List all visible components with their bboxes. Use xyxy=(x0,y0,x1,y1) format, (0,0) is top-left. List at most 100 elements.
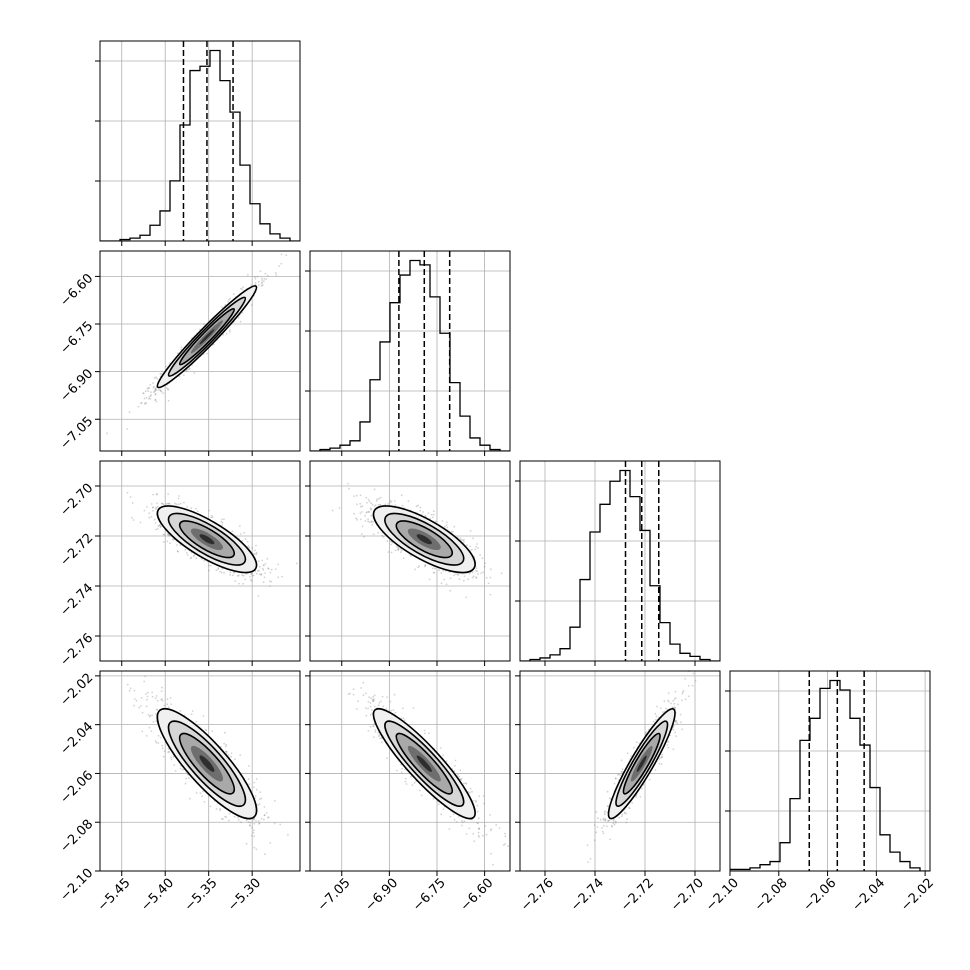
density-shade xyxy=(416,534,432,545)
scatter-point xyxy=(166,540,169,543)
scatter-point xyxy=(161,699,164,702)
scatter-point xyxy=(250,580,253,582)
scatter-point xyxy=(189,557,192,560)
scatter-point xyxy=(195,557,198,559)
scatter-point xyxy=(238,525,241,527)
scatter-point xyxy=(239,754,242,756)
panel-2-2 xyxy=(515,460,721,666)
y-tick-label: −6.60 xyxy=(58,271,97,310)
scatter-point xyxy=(481,557,484,560)
contour-line xyxy=(384,512,465,566)
scatter-point xyxy=(397,548,400,550)
scatter-point xyxy=(280,253,283,256)
scatter-point xyxy=(252,819,255,821)
scatter-point xyxy=(424,564,427,567)
scatter-point xyxy=(238,582,241,585)
scatter-point xyxy=(256,275,259,278)
scatter-point xyxy=(258,569,260,572)
scatter-point xyxy=(468,572,471,575)
scatter-point xyxy=(475,577,478,579)
scatter-point xyxy=(370,520,373,523)
scatter-point xyxy=(159,389,162,392)
scatter-point xyxy=(242,286,245,289)
scatter-point xyxy=(155,400,158,403)
scatter-point xyxy=(465,596,468,599)
contour-line xyxy=(156,505,258,574)
scatter-point xyxy=(160,373,163,375)
panel-content xyxy=(100,461,300,661)
scatter-point xyxy=(253,553,256,555)
scatter-point xyxy=(410,555,412,557)
scatter-point xyxy=(263,576,266,579)
scatter-point xyxy=(149,714,152,717)
scatter-point xyxy=(154,522,157,524)
scatter-point xyxy=(239,320,242,323)
scatter-point xyxy=(267,567,270,570)
scatter-point xyxy=(188,367,191,369)
scatter-point xyxy=(153,518,156,521)
scatter-point xyxy=(442,569,445,572)
scatter-point xyxy=(261,282,263,285)
scatter-point xyxy=(365,511,368,514)
scatter-point xyxy=(190,713,193,715)
scatter-point xyxy=(359,494,362,497)
scatter-point xyxy=(166,698,169,700)
scatter-point xyxy=(232,574,234,577)
scatter-point xyxy=(368,521,371,523)
scatter-point xyxy=(433,571,436,574)
scatter-point xyxy=(419,506,422,509)
scatter-point xyxy=(161,502,163,505)
scatter-point xyxy=(270,568,273,571)
scatter-point xyxy=(440,582,443,585)
scatter-point xyxy=(446,526,449,529)
scatter-point xyxy=(258,822,261,825)
scatter-point xyxy=(166,703,169,706)
panel-frame xyxy=(309,250,511,452)
scatter-point xyxy=(159,736,162,739)
scatter-point xyxy=(155,695,158,697)
scatter-point xyxy=(265,812,268,814)
scatter-point xyxy=(206,352,209,355)
scatter-point xyxy=(401,504,404,507)
scatter-point xyxy=(167,399,170,402)
density-shade xyxy=(199,329,215,345)
scatter-point xyxy=(469,530,472,532)
scatter-point xyxy=(133,689,136,692)
scatter-point xyxy=(144,390,147,393)
scatter-point xyxy=(156,708,158,711)
scatter-point xyxy=(237,316,240,319)
scatter-point xyxy=(141,730,144,733)
scatter-point xyxy=(407,500,410,503)
scatter-point xyxy=(176,352,179,354)
scatter-point xyxy=(262,581,265,584)
scatter-point xyxy=(434,520,437,523)
scatter-point xyxy=(177,550,180,553)
scatter-point xyxy=(370,508,373,510)
scatter-point xyxy=(453,525,456,528)
scatter-point xyxy=(129,687,132,690)
scatter-point xyxy=(376,498,378,501)
scatter-point xyxy=(148,396,151,398)
scatter-point xyxy=(414,568,416,571)
scatter-point xyxy=(482,571,485,574)
scatter-point xyxy=(355,517,357,520)
scatter-point xyxy=(180,346,183,349)
scatter-point xyxy=(161,502,164,505)
scatter-point xyxy=(260,573,263,576)
scatter-point xyxy=(159,389,162,392)
scatter-point xyxy=(452,530,454,533)
scatter-point xyxy=(195,507,197,510)
scatter-point xyxy=(161,370,163,373)
scatter-point xyxy=(250,834,253,837)
scatter-point xyxy=(158,524,161,527)
scatter-point xyxy=(237,575,239,577)
scatter-point xyxy=(356,503,358,506)
scatter-point xyxy=(474,548,477,551)
scatter-point xyxy=(368,511,370,513)
scatter-point xyxy=(155,376,158,379)
scatter-point xyxy=(364,520,367,522)
scatter-point xyxy=(367,498,370,501)
scatter-point xyxy=(255,848,258,851)
scatter-point xyxy=(372,520,374,523)
scatter-point xyxy=(154,398,157,401)
